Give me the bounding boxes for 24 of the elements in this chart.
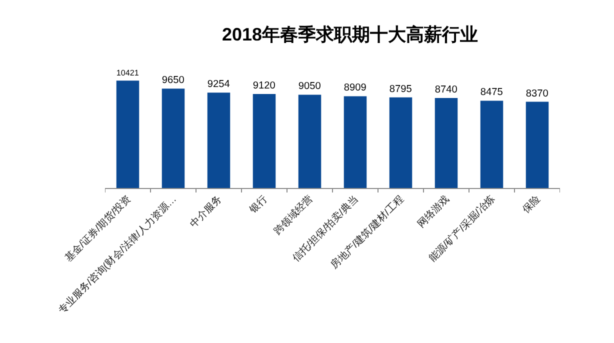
bar <box>162 88 185 188</box>
x-tick-label: 保险 <box>520 193 543 216</box>
data-label: 8370 <box>526 88 549 100</box>
x-tick-label: 网络游戏 <box>415 193 452 230</box>
bar <box>434 98 458 188</box>
data-label: 9254 <box>207 79 230 90</box>
data-label: 8795 <box>389 84 412 95</box>
data-label: 9050 <box>298 81 322 92</box>
data-label: 8909 <box>344 82 367 94</box>
bar <box>252 94 276 188</box>
bar <box>207 92 230 188</box>
bar <box>344 96 367 188</box>
chart-title: 2018年春季求职期十大高薪行业 <box>222 24 478 45</box>
bar <box>389 97 412 188</box>
data-label: 9650 <box>162 75 185 86</box>
bar <box>480 100 504 188</box>
bar <box>526 102 549 188</box>
data-label: 9120 <box>252 80 276 92</box>
bar <box>116 80 140 188</box>
x-tick-label: 银行 <box>247 194 270 217</box>
x-tick-label: 中介服务 <box>188 193 224 230</box>
data-label: 8740 <box>434 84 458 96</box>
data-label: 8475 <box>480 87 504 98</box>
bar <box>298 94 322 188</box>
